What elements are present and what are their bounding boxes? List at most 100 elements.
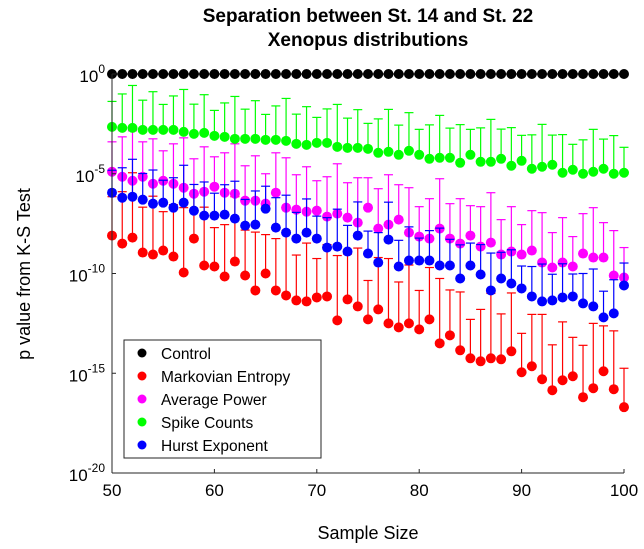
data-point — [383, 234, 394, 245]
data-point — [117, 192, 128, 203]
data-point — [537, 69, 548, 79]
chart-title-line-2: Xenopus distributions — [268, 30, 469, 51]
data-point — [537, 161, 548, 172]
data-point — [578, 69, 589, 79]
legend-marker — [137, 394, 147, 404]
data-point — [127, 69, 138, 79]
data-point — [485, 69, 496, 79]
data-point — [158, 197, 169, 208]
data-point — [403, 255, 414, 266]
data-point — [557, 375, 568, 386]
data-point — [322, 69, 333, 79]
data-point — [608, 308, 619, 319]
data-point — [168, 251, 179, 262]
data-point — [291, 295, 302, 306]
data-point — [434, 260, 445, 271]
data-point — [496, 153, 507, 164]
data-point — [260, 134, 271, 145]
data-point — [424, 69, 435, 79]
data-point — [444, 233, 455, 244]
data-point — [270, 187, 281, 198]
data-point — [588, 383, 599, 394]
data-point — [281, 69, 292, 79]
data-point — [475, 156, 486, 167]
data-point — [547, 385, 558, 396]
data-point — [465, 69, 476, 79]
data-point — [496, 69, 507, 79]
data-point — [485, 285, 496, 296]
y-tick-label: 10-10 — [69, 262, 106, 286]
data-point — [137, 247, 148, 258]
legend-box — [123, 339, 322, 459]
data-point — [444, 69, 455, 79]
data-point — [260, 69, 271, 79]
data-point — [199, 260, 210, 271]
series-markovian-entropy — [107, 172, 629, 413]
data-point — [342, 246, 353, 257]
legend-label: Average Power — [161, 392, 267, 409]
legend-item-average-power: Average Power — [137, 392, 267, 409]
chart-title-line-1: Separation between St. 14 and St. 22 — [203, 6, 534, 27]
data-point — [127, 191, 138, 202]
data-point — [465, 353, 476, 364]
legend-label: Markovian Entropy — [161, 369, 290, 386]
data-point — [578, 392, 589, 403]
data-point — [557, 167, 568, 178]
data-point — [608, 270, 619, 281]
data-point — [414, 149, 425, 160]
data-point — [393, 214, 404, 225]
data-point — [619, 69, 629, 79]
data-point — [465, 260, 476, 271]
data-point — [414, 255, 425, 266]
data-point — [281, 135, 292, 146]
data-point — [557, 292, 568, 303]
data-point — [465, 149, 476, 160]
legend-item-hurst-exponent: Hurst Exponent — [137, 438, 269, 455]
y-tick-label: 10-5 — [75, 162, 105, 186]
data-point — [547, 262, 558, 273]
data-point — [363, 143, 373, 154]
data-point — [414, 324, 425, 335]
data-point — [414, 69, 425, 79]
data-point — [526, 361, 537, 372]
data-point — [229, 256, 240, 267]
data-point — [250, 133, 261, 144]
data-point — [383, 318, 394, 329]
data-point — [547, 159, 558, 170]
data-point — [373, 257, 384, 268]
data-point — [373, 147, 384, 158]
data-point — [578, 248, 589, 259]
data-point — [373, 304, 384, 315]
data-point — [301, 227, 312, 238]
data-point — [363, 314, 373, 325]
data-point — [250, 219, 261, 230]
data-point — [342, 212, 353, 223]
y-axis-label: p value from K-S Test — [14, 188, 34, 360]
legend-item-control: Control — [137, 346, 211, 363]
y-tick-label: 10-15 — [69, 361, 106, 385]
data-point — [588, 301, 599, 312]
data-point — [526, 69, 537, 79]
data-point — [229, 213, 240, 224]
data-point — [567, 371, 578, 382]
data-point — [434, 338, 445, 349]
data-point — [199, 127, 210, 138]
data-point — [250, 69, 261, 79]
data-point — [608, 69, 619, 79]
data-point — [352, 301, 363, 312]
legend-marker — [137, 417, 147, 427]
data-point — [322, 211, 333, 222]
data-point — [588, 69, 599, 79]
y-ticks: 100 10-5 10-10 10-15 10-20 — [69, 62, 116, 485]
data-point — [301, 139, 312, 150]
data-point — [260, 203, 271, 214]
data-point — [598, 366, 609, 377]
data-point — [137, 69, 148, 79]
data-point — [322, 242, 333, 253]
data-point — [199, 210, 210, 221]
data-point — [578, 298, 589, 309]
data-point — [301, 296, 312, 307]
data-point — [291, 138, 302, 149]
data-point — [383, 69, 394, 79]
data-point — [526, 163, 537, 174]
